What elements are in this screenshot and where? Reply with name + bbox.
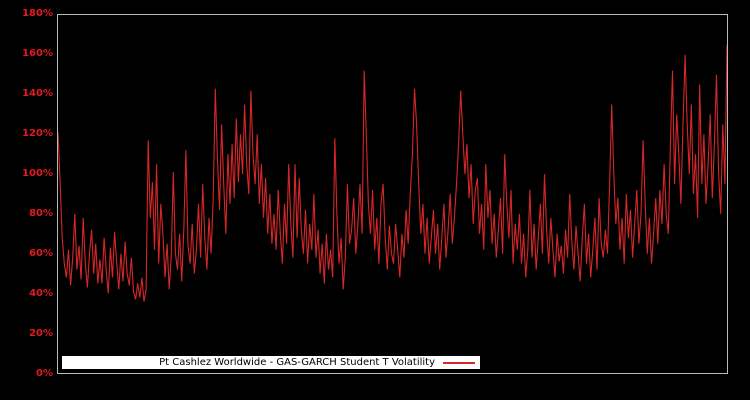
legend-line-swatch <box>443 361 475 364</box>
y-tick-label: 20% <box>29 328 53 339</box>
series-polyline <box>58 44 727 302</box>
y-tick-label: 100% <box>22 168 53 179</box>
plot-area: Pt Cashlez Worldwide - GAS-GARCH Student… <box>57 14 728 374</box>
y-tick-label: 60% <box>29 248 53 259</box>
legend-label: Pt Cashlez Worldwide - GAS-GARCH Student… <box>159 357 435 368</box>
legend: Pt Cashlez Worldwide - GAS-GARCH Student… <box>62 356 480 369</box>
y-tick-label: 120% <box>22 128 53 139</box>
volatility-line-series <box>58 44 727 302</box>
y-tick-label: 80% <box>29 208 53 219</box>
y-tick-label: 0% <box>36 368 53 379</box>
y-tick-label: 160% <box>22 48 53 59</box>
y-tick-label: 40% <box>29 288 53 299</box>
y-tick-label: 140% <box>22 88 53 99</box>
y-tick-label: 180% <box>22 8 53 19</box>
